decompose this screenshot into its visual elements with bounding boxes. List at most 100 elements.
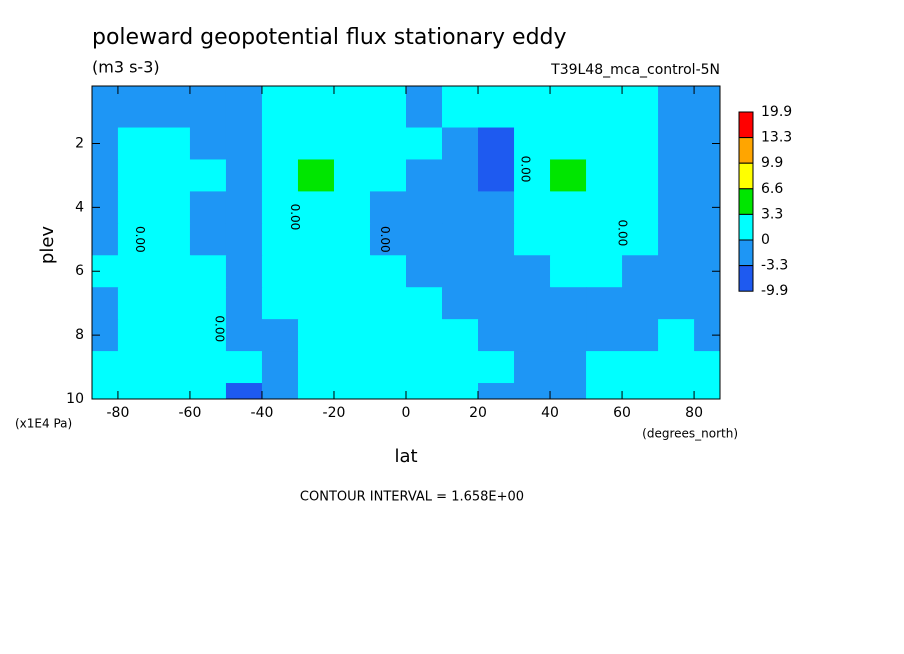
x-tick-label: 80 bbox=[685, 405, 703, 421]
contour-cell bbox=[406, 86, 443, 129]
contour-cell bbox=[478, 383, 515, 400]
contour-cell bbox=[369, 223, 407, 256]
contour-cell bbox=[514, 159, 551, 192]
contour-cell bbox=[694, 159, 721, 192]
contour-cell bbox=[658, 351, 695, 384]
contour-cell bbox=[153, 86, 191, 129]
contour-cell bbox=[117, 383, 155, 400]
contour-cell bbox=[442, 255, 479, 288]
contour-cell bbox=[658, 383, 695, 400]
contour-cell bbox=[333, 159, 371, 192]
contour-cell bbox=[261, 255, 299, 288]
colorbar-label: 6.6 bbox=[761, 181, 783, 197]
contour-cell bbox=[406, 287, 443, 320]
contour-cell bbox=[622, 127, 659, 160]
contour-cell bbox=[369, 383, 407, 400]
colorbar-label: 0 bbox=[761, 232, 770, 248]
colorbar-box bbox=[738, 188, 754, 215]
x-axis-label: lat bbox=[394, 446, 417, 467]
contour-cell bbox=[550, 86, 587, 129]
contour-cell bbox=[297, 127, 335, 160]
contour-cell bbox=[406, 319, 443, 352]
contour-cell bbox=[333, 127, 371, 160]
contour-cell bbox=[514, 383, 551, 400]
contour-cell bbox=[622, 351, 659, 384]
contour-cell bbox=[92, 86, 119, 129]
contour-cell bbox=[369, 159, 407, 192]
contour-cell bbox=[189, 86, 227, 129]
contour-cell bbox=[369, 255, 407, 288]
contour-cell bbox=[225, 383, 263, 400]
contour-cell bbox=[442, 127, 479, 160]
contour-cell bbox=[622, 255, 659, 288]
contour-cell bbox=[442, 86, 479, 129]
contour-cell bbox=[225, 191, 263, 224]
contour-cell bbox=[369, 127, 407, 160]
contour-cell bbox=[586, 319, 623, 352]
contour-cell bbox=[189, 287, 227, 320]
contour-cell bbox=[550, 159, 587, 192]
contour-cell bbox=[514, 223, 551, 256]
contour-cell bbox=[225, 351, 263, 384]
colorbar-box bbox=[738, 111, 754, 139]
contour-cell bbox=[153, 351, 191, 384]
contour-cell bbox=[92, 159, 119, 192]
contour-cell bbox=[261, 191, 299, 224]
x-tick-label: 20 bbox=[469, 405, 487, 421]
contour-cell bbox=[261, 86, 299, 129]
colorbar-box bbox=[738, 137, 754, 164]
contour-cell bbox=[333, 287, 371, 320]
contour-cell bbox=[117, 287, 155, 320]
contour-cell bbox=[333, 223, 371, 256]
contour-cell bbox=[622, 383, 659, 400]
contour-cell bbox=[694, 86, 721, 129]
contour-cell bbox=[153, 287, 191, 320]
y-tick-label: 8 bbox=[75, 327, 84, 343]
contour-cell bbox=[153, 159, 191, 192]
contour-cell bbox=[406, 127, 443, 160]
contour-cell bbox=[406, 159, 443, 192]
contour-cell bbox=[478, 223, 515, 256]
contour-cell bbox=[514, 191, 551, 224]
contour-cell bbox=[586, 127, 623, 160]
contour-cell bbox=[586, 287, 623, 320]
contour-cell bbox=[658, 86, 695, 129]
contour-cell bbox=[586, 86, 623, 129]
contour-cell bbox=[622, 223, 659, 256]
contour-cell bbox=[622, 159, 659, 192]
contour-cell bbox=[442, 191, 479, 224]
contour-cell bbox=[333, 319, 371, 352]
contour-cell bbox=[225, 127, 263, 160]
contour-label: 0.00 bbox=[616, 220, 630, 247]
contour-cell bbox=[369, 287, 407, 320]
contour-cell bbox=[92, 351, 119, 384]
colorbar-label: 19.9 bbox=[761, 104, 792, 120]
contour-cell bbox=[92, 223, 119, 256]
contour-cell bbox=[261, 159, 299, 192]
x-tick-label: 60 bbox=[613, 405, 631, 421]
contour-cell bbox=[261, 127, 299, 160]
contour-cell bbox=[550, 351, 587, 384]
x-tick-label: 0 bbox=[402, 405, 411, 421]
contour-cell bbox=[658, 223, 695, 256]
contour-cell bbox=[92, 287, 119, 320]
colorbar-label: -3.3 bbox=[761, 258, 788, 274]
contour-cell bbox=[225, 223, 263, 256]
contour-cell bbox=[442, 159, 479, 192]
y-axis-label: plev bbox=[37, 226, 58, 265]
contour-cell bbox=[658, 319, 695, 352]
contour-cell bbox=[189, 127, 227, 160]
contour-cell bbox=[442, 383, 479, 400]
contour-cell bbox=[369, 319, 407, 352]
contour-cell bbox=[478, 287, 515, 320]
x-units: (degrees_north) bbox=[642, 427, 738, 441]
colorbar-box bbox=[738, 213, 754, 241]
contour-cell bbox=[514, 255, 551, 288]
contour-cell bbox=[297, 86, 335, 129]
x-tick-label: -80 bbox=[106, 405, 129, 421]
colorbar-label: 9.9 bbox=[761, 155, 783, 171]
dataset: T39L48_mca_control-5N bbox=[550, 62, 720, 78]
contour-cell bbox=[261, 223, 299, 256]
contour-cell bbox=[550, 223, 587, 256]
